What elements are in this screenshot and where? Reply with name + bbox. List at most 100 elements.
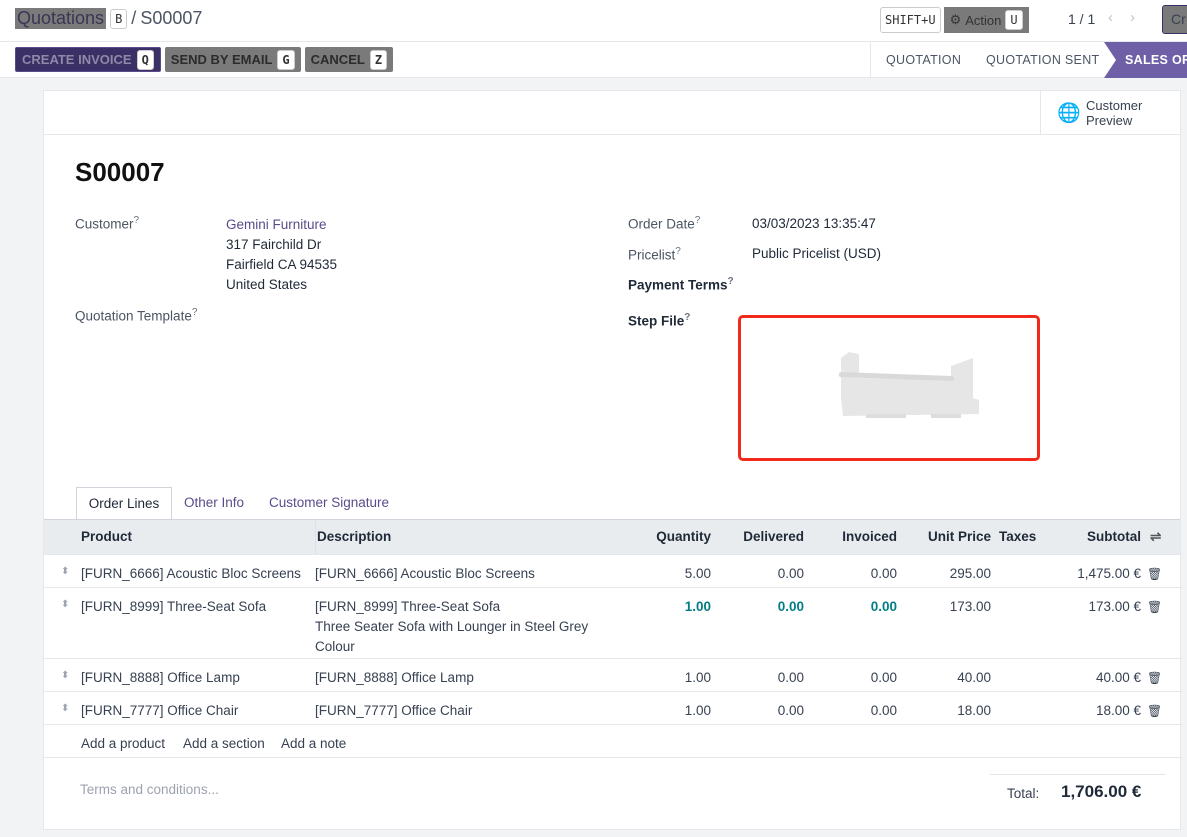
quantity-cell[interactable]: 1.00 xyxy=(684,670,711,685)
action-button[interactable]: ⚙ Action U xyxy=(943,7,1029,33)
create-invoice-button[interactable]: CREATE INVOICE Q xyxy=(15,47,161,72)
hotkey-badge: G xyxy=(277,49,295,70)
breadcrumb-current: S00007 xyxy=(140,8,203,28)
customer-field[interactable]: Gemini Furniture 317 Fairchild Dr Fairfi… xyxy=(226,215,337,295)
column-header-taxes[interactable]: Taxes xyxy=(999,529,1037,544)
send-email-button[interactable]: SEND BY EMAIL G xyxy=(164,47,301,72)
customer-preview-button[interactable]: 🌐 Customer Preview xyxy=(1040,91,1181,134)
address-line: 317 Fairchild Dr xyxy=(226,237,322,252)
control-bar: CREATE INVOICE Q SEND BY EMAIL G CANCEL Z Q… xyxy=(0,42,1187,78)
customer-label: Customer? xyxy=(75,215,140,232)
add-section-link[interactable]: Add a section xyxy=(183,736,265,751)
column-header-invoiced[interactable]: Invoiced xyxy=(842,529,897,544)
terms-input[interactable]: Terms and conditions... xyxy=(80,782,219,797)
button-label: CREATE INVOICE xyxy=(22,52,132,67)
action-label: Action xyxy=(965,12,1002,28)
unit-price-cell[interactable]: 295.00 xyxy=(949,566,991,581)
drag-handle-icon[interactable]: ⬍ xyxy=(61,599,70,610)
globe-icon: 🌐 xyxy=(1057,103,1081,124)
pricelist-field[interactable]: Public Pricelist (USD) xyxy=(752,246,882,261)
invoiced-cell: 0.00 xyxy=(870,599,897,614)
delivered-cell[interactable]: 0.00 xyxy=(777,703,804,718)
unit-price-cell[interactable]: 40.00 xyxy=(957,670,991,685)
delivered-cell[interactable]: 0.00 xyxy=(777,599,804,614)
description-line: Three Seater Sofa with Lounger in Steel … xyxy=(315,619,589,634)
product-cell[interactable]: [FURN_8999] Three-Seat Sofa xyxy=(81,599,267,614)
status-sales-order[interactable]: SALES ORDER xyxy=(1104,42,1187,78)
invoiced-cell: 0.00 xyxy=(870,670,897,685)
pricelist-label: Pricelist? xyxy=(628,246,681,263)
subtotal-cell: 40.00 € xyxy=(1095,670,1141,685)
hotkey-badge: Z xyxy=(369,49,388,70)
column-header-product[interactable]: Product xyxy=(81,529,133,544)
table-row[interactable]: ⬍ [FURN_8888] Office Lamp [FURN_8888] Of… xyxy=(44,658,1182,691)
invoiced-cell: 0.00 xyxy=(870,566,897,581)
breadcrumb-parent[interactable]: Quotations xyxy=(15,8,107,29)
breadcrumb-separator: / xyxy=(131,8,137,28)
shift-hotkey: SHIFT+U xyxy=(880,7,941,33)
column-header-subtotal[interactable]: Subtotal xyxy=(1087,529,1141,544)
unit-price-cell[interactable]: 18.00 xyxy=(957,703,991,718)
button-label: CANCEL xyxy=(310,52,365,67)
total-value: 1,706.00 € xyxy=(1061,782,1142,801)
customer-link[interactable]: Gemini Furniture xyxy=(226,217,327,232)
description-line: [FURN_7777] Office Chair xyxy=(315,703,473,718)
step-file-preview[interactable] xyxy=(738,315,1040,461)
column-header-description[interactable]: Description xyxy=(315,520,391,554)
column-header-quantity[interactable]: Quantity xyxy=(656,529,711,544)
create-button[interactable]: Cr xyxy=(1162,5,1187,34)
pager-value: 1 / 1 xyxy=(1068,11,1096,27)
drag-handle-icon[interactable]: ⬍ xyxy=(61,566,70,577)
quantity-cell[interactable]: 5.00 xyxy=(684,566,711,581)
hotkey-badge: B xyxy=(110,8,128,29)
column-header-unit-price[interactable]: Unit Price xyxy=(927,529,991,544)
tab-order-lines[interactable]: Order Lines xyxy=(76,487,172,520)
chevron-left-icon[interactable]: ‹ xyxy=(1108,9,1113,26)
quantity-cell[interactable]: 1.00 xyxy=(684,599,711,614)
column-header-delivered[interactable]: Delivered xyxy=(743,529,804,544)
delivered-cell[interactable]: 0.00 xyxy=(777,566,804,581)
payment-terms-label: Payment Terms? xyxy=(628,276,734,293)
cancel-button[interactable]: CANCEL Z xyxy=(304,47,394,72)
trash-icon[interactable]: 🗑 xyxy=(1147,567,1163,581)
add-product-link[interactable]: Add a product xyxy=(81,736,166,751)
description-cell[interactable]: [FURN_8888] Office Lamp xyxy=(315,668,474,688)
description-line: [FURN_6666] Acoustic Bloc Screens xyxy=(315,566,535,581)
description-line: [FURN_8999] Three-Seat Sofa xyxy=(315,599,501,614)
form-footer: Terms and conditions... Total: 1,706.00 … xyxy=(44,757,1182,837)
product-cell[interactable]: [FURN_7777] Office Chair xyxy=(81,703,239,718)
trash-icon[interactable]: 🗑 xyxy=(1147,600,1163,614)
breadcrumb: Quotations B / S00007 xyxy=(15,8,202,29)
table-row[interactable]: ⬍ [FURN_6666] Acoustic Bloc Screens [FUR… xyxy=(44,554,1182,587)
chevron-right-icon[interactable]: › xyxy=(1130,9,1135,26)
optional-columns-icon[interactable]: ⇌ xyxy=(1150,529,1162,544)
table-row[interactable]: ⬍ [FURN_7777] Office Chair [FURN_7777] O… xyxy=(44,691,1182,724)
delivered-cell[interactable]: 0.00 xyxy=(777,670,804,685)
address-line: Fairfield CA 94535 xyxy=(226,257,338,272)
product-cell[interactable]: [FURN_6666] Acoustic Bloc Screens xyxy=(81,566,301,581)
status-quotation[interactable]: QUOTATION xyxy=(886,53,962,67)
trash-icon[interactable]: 🗑 xyxy=(1147,671,1163,685)
form-sheet: 🌐 Customer Preview S00007 Customer? Gemi… xyxy=(43,90,1182,830)
description-cell[interactable]: [FURN_7777] Office Chair xyxy=(315,701,472,721)
drag-handle-icon[interactable]: ⬍ xyxy=(61,703,70,714)
tab-other-info[interactable]: Other Info xyxy=(184,495,245,510)
unit-price-cell[interactable]: 173.00 xyxy=(949,599,991,614)
add-note-link[interactable]: Add a note xyxy=(281,736,347,751)
drag-handle-icon[interactable]: ⬍ xyxy=(61,670,70,681)
description-cell[interactable]: [FURN_6666] Acoustic Bloc Screens xyxy=(315,564,535,584)
hotkey-badge: U xyxy=(1005,10,1023,30)
quantity-cell[interactable]: 1.00 xyxy=(684,703,711,718)
tab-customer-signature[interactable]: Customer Signature xyxy=(269,495,390,510)
subtotal-cell: 1,475.00 € xyxy=(1077,566,1141,581)
table-row[interactable]: ⬍ [FURN_8999] Three-Seat Sofa [FURN_8999… xyxy=(44,587,1182,658)
step-file-label: Step File? xyxy=(628,312,691,329)
address-line: United States xyxy=(226,277,308,292)
order-date-field[interactable]: 03/03/2023 13:35:47 xyxy=(752,216,876,231)
top-bar: Quotations B / S00007 SHIFT+U ⚙ Action U 1… xyxy=(0,0,1187,42)
trash-icon[interactable]: 🗑 xyxy=(1147,704,1163,718)
product-cell[interactable]: [FURN_8888] Office Lamp xyxy=(81,670,240,685)
status-quotation-sent[interactable]: QUOTATION SENT xyxy=(986,53,1100,67)
subtotal-cell: 18.00 € xyxy=(1095,703,1141,718)
description-cell[interactable]: [FURN_8999] Three-Seat Sofa Three Seater … xyxy=(315,597,588,657)
